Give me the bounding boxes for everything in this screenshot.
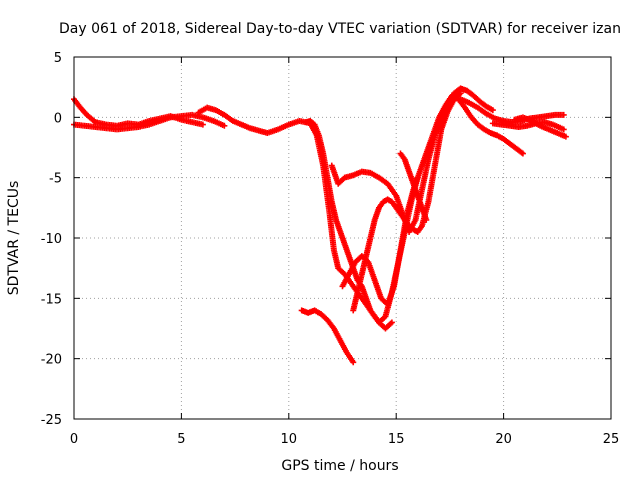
y-tick-label: 0 <box>54 111 62 126</box>
y-tick-label: -15 <box>41 292 62 307</box>
series-sat-k-markers <box>489 119 567 133</box>
y-tick-label: -5 <box>49 172 62 187</box>
y-tick-label: -25 <box>41 413 62 428</box>
y-tick-labels: -25 -20 -15 -10 -5 0 5 <box>41 51 62 428</box>
series-sat-l-markers <box>511 114 569 140</box>
y-tick-label: -20 <box>41 353 62 368</box>
x-tick-label: 5 <box>177 432 185 447</box>
data-points <box>71 85 569 366</box>
x-tick-labels: 0 5 10 15 20 25 <box>70 432 619 447</box>
x-tick-label: 20 <box>495 432 512 447</box>
x-tick-label: 15 <box>388 432 405 447</box>
y-axis-label: SDTVAR / TECUs <box>6 181 22 296</box>
x-tick-label: 0 <box>70 432 78 447</box>
series-sat-g-markers <box>298 307 357 366</box>
x-tick-label: 25 <box>603 432 620 447</box>
x-axis-label: GPS time / hours <box>281 458 398 474</box>
chart-title: Day 061 of 2018, Sidereal Day-to-day VTE… <box>59 21 621 37</box>
series-sat-i-markers <box>397 150 430 223</box>
y-tick-label: 5 <box>54 51 62 66</box>
axis-ticks <box>73 56 612 420</box>
x-tick-label: 10 <box>281 432 298 447</box>
y-tick-label: -10 <box>41 232 62 247</box>
